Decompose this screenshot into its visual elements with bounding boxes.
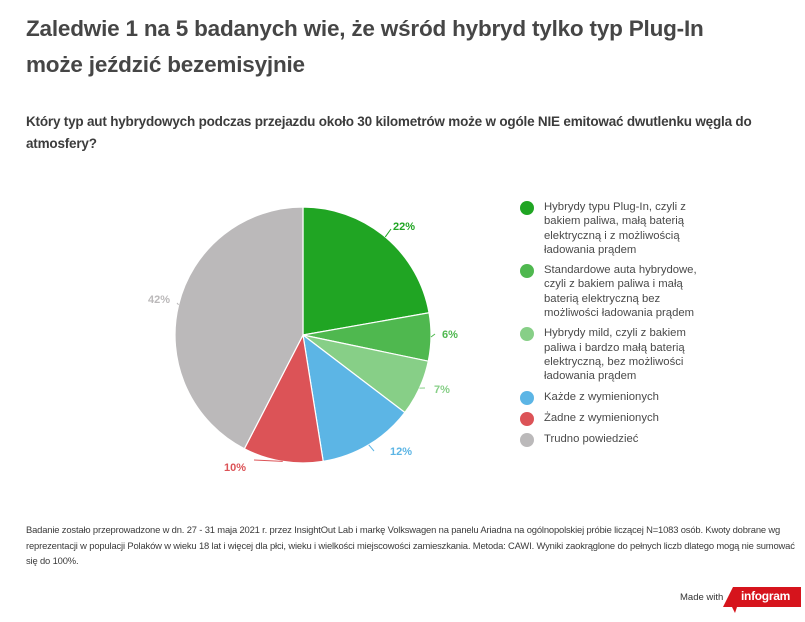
- slice-value-label: 10%: [224, 462, 246, 474]
- legend-label: Hybrydy mild, czyli z bakiem paliwa i ba…: [544, 327, 686, 383]
- leader-line: [253, 459, 283, 462]
- footnote: Badanie zostało przeprowadzone w dn. 27 …: [26, 524, 795, 566]
- pie-slices: [174, 206, 432, 464]
- legend-item[interactable]: Hybrydy typu Plug-In, czyli z bakiem pal…: [520, 200, 710, 257]
- legend-item[interactable]: Żadne z wymienionych: [520, 411, 710, 426]
- legend-label: Żadne z wymienionych: [544, 411, 659, 424]
- legend: Hybrydy typu Plug-In, czyli z bakiem pal…: [520, 200, 710, 453]
- legend-label: Każde z wymienionych: [544, 390, 659, 403]
- legend-dot-icon: [520, 327, 534, 342]
- chart-title: Zaledwie 1 na 5 badanych wie, że wśród h…: [26, 16, 704, 77]
- legend-label: Standardowe auta hybrydowe, czyli z baki…: [544, 264, 697, 320]
- legend-dot-icon: [520, 411, 534, 426]
- pie-slice[interactable]: [174, 206, 304, 450]
- legend-dot-icon: [520, 264, 534, 279]
- legend-item[interactable]: Trudno powiedzieć: [520, 432, 710, 447]
- leader-line: [176, 302, 179, 306]
- made-with-text: Made with: [680, 592, 724, 603]
- legend-item[interactable]: Standardowe auta hybrydowe, czyli z baki…: [520, 263, 710, 320]
- slice-value-label: 7%: [434, 384, 450, 396]
- infogram-logo-text[interactable]: infogram: [741, 589, 790, 603]
- leader-line: [430, 333, 436, 338]
- legend-dot-icon: [520, 432, 534, 447]
- slice-value-label: 6%: [442, 329, 458, 341]
- chart-subtitle: Który typ aut hybrydowych podczas przeja…: [26, 114, 752, 151]
- leader-line: [384, 228, 392, 238]
- legend-label: Trudno powiedzieć: [544, 432, 639, 445]
- legend-dot-icon: [520, 390, 534, 405]
- pie-slice[interactable]: [243, 333, 324, 464]
- pie-slice[interactable]: [302, 333, 406, 463]
- legend-item[interactable]: Hybrydy mild, czyli z bakiem paliwa i ba…: [520, 326, 710, 383]
- legend-dot-icon: [520, 201, 534, 215]
- legend-item[interactable]: Każde z wymienionych: [520, 390, 710, 405]
- pie-slice[interactable]: [302, 206, 430, 336]
- legend-label: Hybrydy typu Plug-In, czyli z bakiem pal…: [544, 201, 686, 256]
- slice-value-label: 42%: [148, 294, 170, 306]
- leader-line: [368, 444, 375, 452]
- slice-value-label: 22%: [393, 221, 415, 233]
- pie-labels: 22% 6% 7% 12% 10% 42%: [148, 221, 458, 474]
- slice-value-label: 12%: [390, 446, 412, 458]
- infogram-logo-icon[interactable]: [723, 585, 801, 613]
